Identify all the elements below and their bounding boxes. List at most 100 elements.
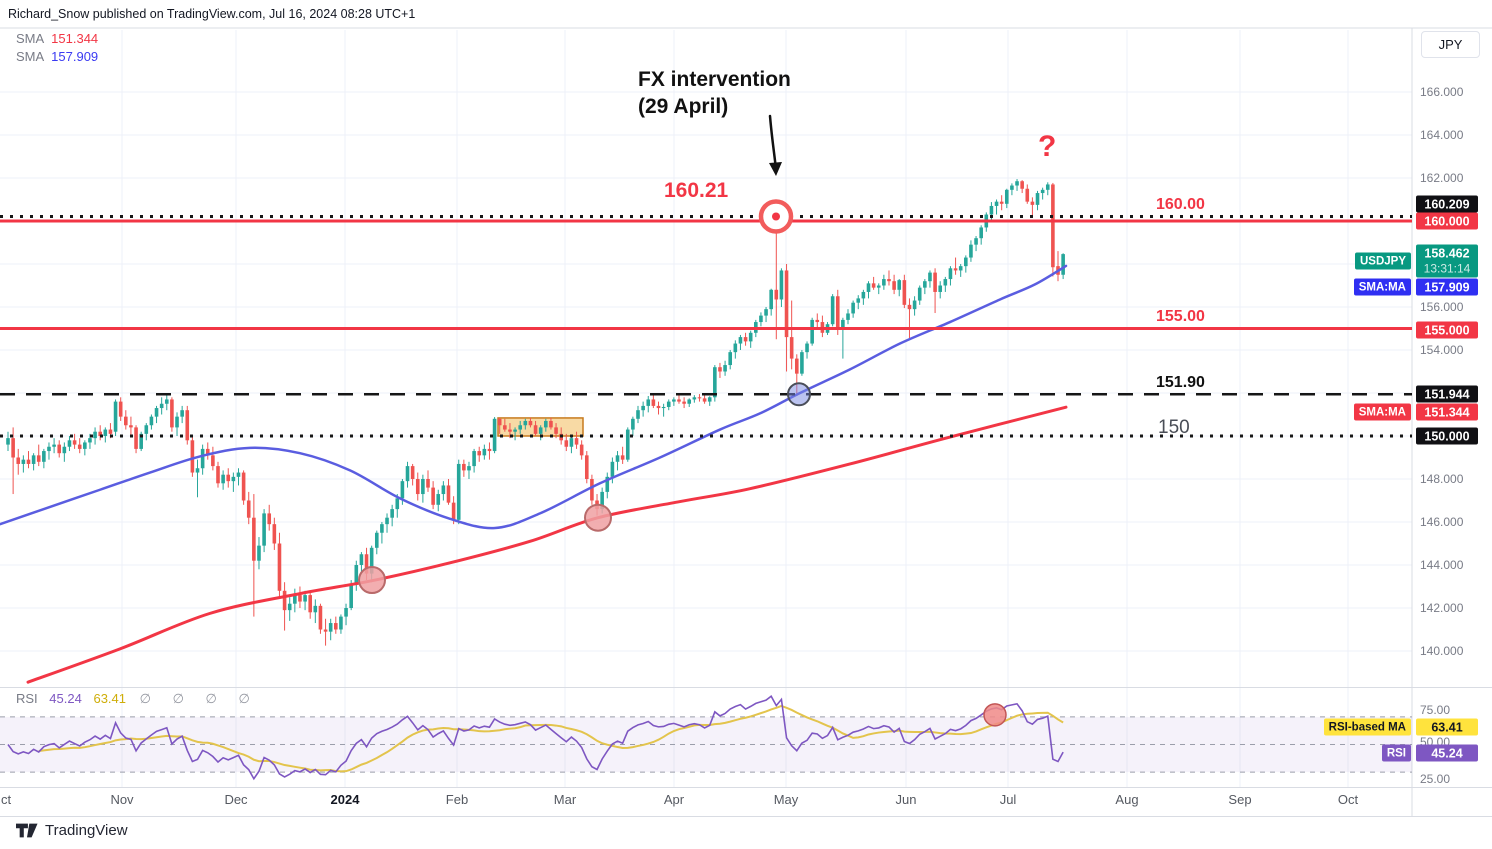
candle-body (400, 481, 405, 499)
candle-body (211, 455, 215, 467)
candle-body (467, 466, 471, 471)
candle-body (185, 410, 190, 441)
fx-intervention-line2: (29 April) (638, 95, 729, 118)
candle-body (334, 623, 338, 630)
price-label-155.000: 155.000 (1416, 321, 1478, 339)
axis-tag-usdjpy: USDJPY (1354, 252, 1411, 270)
candle-body (841, 319, 845, 329)
price-label-160.209: 160.209 (1416, 195, 1478, 213)
candle-body (964, 257, 968, 267)
candle-body (564, 440, 569, 447)
candle-body (800, 352, 804, 374)
candle-body (892, 281, 896, 290)
sma-fast-value: 157.909 (51, 49, 99, 64)
rsi-hidden-icons[interactable]: ∅ ∅ ∅ ∅ (139, 691, 259, 706)
candle-body (369, 547, 374, 574)
price-axis-tick: 146.000 (1420, 515, 1464, 529)
candle-body (600, 491, 604, 510)
candle-body (492, 418, 497, 452)
rsi-indicator-header[interactable]: RSI 45.24 63.41 ∅ ∅ ∅ ∅ (16, 691, 259, 707)
candle-body (298, 595, 302, 602)
candle-body (277, 543, 282, 591)
candle-body (57, 444, 62, 454)
candle-body (195, 468, 200, 473)
candle-body (748, 332, 753, 342)
candle-body (241, 472, 246, 501)
price-axis-tick: 140.000 (1420, 644, 1464, 658)
spike-price-annotation: 160.21 (664, 179, 729, 202)
price-axis-tick: 164.000 (1420, 128, 1464, 142)
candle-body (21, 459, 26, 464)
candle-body (994, 201, 999, 206)
candle-body (1025, 188, 1030, 202)
candle-body (385, 517, 389, 525)
legend-sma-slow[interactable]: SMA 151.344 (16, 31, 98, 46)
candle-body (103, 429, 108, 436)
candle-body (1015, 181, 1019, 186)
tradingview-watermark[interactable]: TradingView (16, 822, 128, 839)
currency-button[interactable]: JPY (1421, 31, 1480, 58)
candle-body (549, 420, 553, 428)
candle-body (11, 438, 15, 458)
price-label-151.344: 151.344 (1416, 403, 1478, 421)
candle-body (410, 466, 415, 479)
candle-body (625, 429, 630, 460)
fx-intervention-annotation: FX intervention (29 April) (638, 66, 791, 120)
candle-body (733, 343, 738, 353)
candle-body (953, 268, 958, 271)
candle-body (584, 455, 589, 479)
candle-body (159, 403, 164, 409)
candle-body (677, 399, 681, 402)
candle-body (313, 605, 318, 613)
candle-body (815, 319, 820, 323)
candle-body (93, 431, 97, 439)
candle-body (221, 474, 225, 484)
candle-body (47, 446, 51, 452)
candle-body (344, 608, 348, 617)
candle-body (246, 500, 251, 518)
time-label-Jun: Jun (895, 792, 917, 807)
candle-body (620, 455, 625, 460)
candle-body (718, 367, 722, 372)
level-155-text: 155.00 (1156, 308, 1205, 325)
candle-body (728, 352, 733, 366)
candle-body (359, 554, 364, 565)
candle-body (139, 433, 143, 449)
candle-body (999, 201, 1004, 204)
price-axis-tick: 142.000 (1420, 601, 1464, 615)
price-label-45.24: 45.24 (1416, 744, 1478, 762)
candle-body (431, 487, 435, 505)
candle-body (175, 416, 179, 428)
candle-body (328, 623, 333, 632)
time-label-Oct: Oct (1337, 792, 1359, 807)
sma-fast-label: SMA (16, 49, 45, 64)
candle-body (236, 472, 241, 477)
candle-body (374, 532, 379, 548)
candle-body (636, 410, 640, 419)
candle-body (477, 451, 482, 456)
candle-body (651, 399, 656, 406)
legend-sma-fast[interactable]: SMA 157.909 (16, 49, 98, 64)
candle-body (1045, 184, 1050, 190)
level-150-text: 150 (1158, 417, 1190, 438)
candle-body (605, 476, 610, 492)
price-label-160.000: 160.000 (1416, 212, 1478, 230)
time-label-Dec: Dec (224, 792, 248, 807)
candle-body (164, 399, 169, 404)
candle-body (538, 427, 543, 434)
price-axis-tick: 162.000 (1420, 171, 1464, 185)
candle-body (508, 429, 512, 432)
pink-touch-circle (358, 566, 386, 595)
candle-body (354, 565, 359, 585)
candle-body (1004, 189, 1009, 204)
candle-body (672, 399, 676, 402)
candle-body (835, 296, 840, 329)
candle-body (272, 524, 277, 544)
sma-slow-label: SMA (16, 31, 45, 46)
candle-body (287, 603, 292, 611)
candle-body (303, 595, 307, 602)
candle-body (774, 289, 779, 300)
tradingview-logo-icon (16, 823, 38, 838)
candle-body (687, 399, 692, 404)
